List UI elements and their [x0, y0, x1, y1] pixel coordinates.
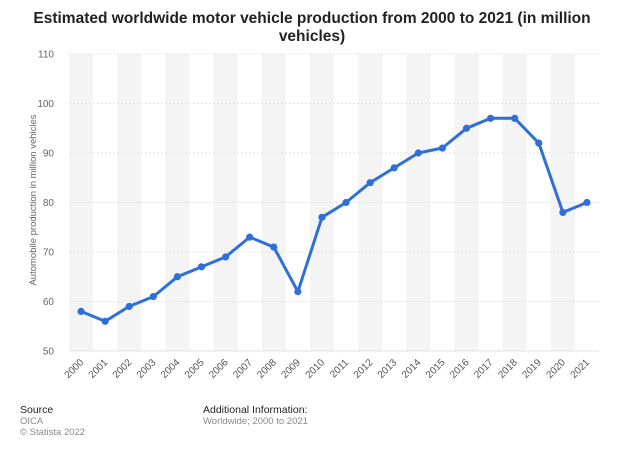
copyright: © Statista 2022	[20, 427, 86, 438]
data-point[interactable]	[511, 114, 519, 122]
additional-info-label: Additional Information:	[203, 404, 308, 416]
x-tick-label: 2003	[135, 357, 159, 381]
data-point[interactable]	[197, 263, 206, 271]
x-tick-label: 2010	[304, 357, 328, 381]
data-point[interactable]	[414, 149, 422, 157]
source-label: Source	[20, 404, 54, 416]
data-point[interactable]	[318, 213, 326, 221]
x-tick-label: 2000	[63, 357, 87, 381]
x-tick-label: 2018	[496, 357, 520, 381]
data-point[interactable]	[342, 198, 350, 207]
source-block: Source OICA © Statista 2022	[20, 404, 86, 439]
x-tick-label: 2017	[472, 357, 496, 381]
x-tick-label: 2014	[400, 357, 424, 381]
data-point[interactable]	[366, 179, 374, 187]
data-point[interactable]	[583, 198, 591, 207]
data-point[interactable]	[486, 114, 495, 122]
x-tick-label: 2008	[255, 357, 279, 381]
x-tick-label: 2021	[569, 357, 593, 381]
additional-info-block: Additional Information: Worldwide; 2000 …	[203, 404, 308, 428]
data-point[interactable]	[246, 233, 254, 241]
x-tick-label: 2016	[448, 357, 472, 381]
x-tick-label: 2019	[520, 357, 544, 381]
x-tick-label: 2015	[424, 357, 448, 381]
series-line	[79, 116, 589, 323]
source-name[interactable]: OICA	[20, 416, 44, 427]
x-axis-ticks: 2000 2001 2002 2003 2004 2005 2006 2007 2008 2009…	[63, 357, 593, 381]
data-point[interactable]	[294, 288, 302, 296]
data-point[interactable]	[462, 124, 471, 132]
data-point[interactable]	[390, 164, 398, 172]
x-tick-label: 2009	[279, 357, 303, 381]
x-tick-label: 2005	[183, 357, 207, 381]
y-tick-label: 50	[43, 347, 55, 358]
y-axis-label: Automobile production in million vehicle…	[28, 114, 39, 285]
data-point[interactable]	[173, 273, 182, 281]
chart-title: Estimated worldwide motor vehicle produc…	[33, 10, 591, 45]
data-point[interactable]	[438, 144, 447, 152]
x-tick-label: 2001	[87, 357, 111, 381]
gridlines	[69, 53, 599, 352]
data-point[interactable]	[77, 307, 85, 315]
data-point[interactable]	[221, 253, 230, 261]
data-point[interactable]	[559, 208, 567, 216]
y-tick-label: 60	[43, 297, 55, 308]
data-point[interactable]	[270, 243, 278, 251]
x-tick-label: 2011	[328, 357, 351, 380]
data-point[interactable]	[535, 139, 543, 147]
x-tick-label: 2006	[207, 357, 231, 381]
x-tick-label: 2007	[231, 357, 255, 381]
x-tick-label: 2002	[111, 357, 135, 381]
y-tick-label: 80	[43, 198, 55, 209]
x-tick-label: 2020	[544, 357, 568, 381]
y-tick-label: 90	[43, 149, 55, 160]
data-point[interactable]	[101, 317, 109, 325]
x-tick-label: 2004	[159, 357, 183, 381]
y-tick-label: 70	[43, 248, 55, 259]
y-axis-ticks: 50 60 70 80 90 100 110	[37, 50, 54, 358]
data-point[interactable]	[125, 302, 133, 311]
x-tick-label: 2012	[352, 357, 376, 381]
x-tick-label: 2013	[376, 357, 400, 381]
additional-info-text: Worldwide; 2000 to 2021	[203, 416, 308, 427]
y-tick-label: 100	[37, 99, 54, 110]
data-point[interactable]	[149, 292, 157, 301]
y-tick-label: 110	[38, 50, 54, 61]
data-points	[77, 114, 591, 325]
